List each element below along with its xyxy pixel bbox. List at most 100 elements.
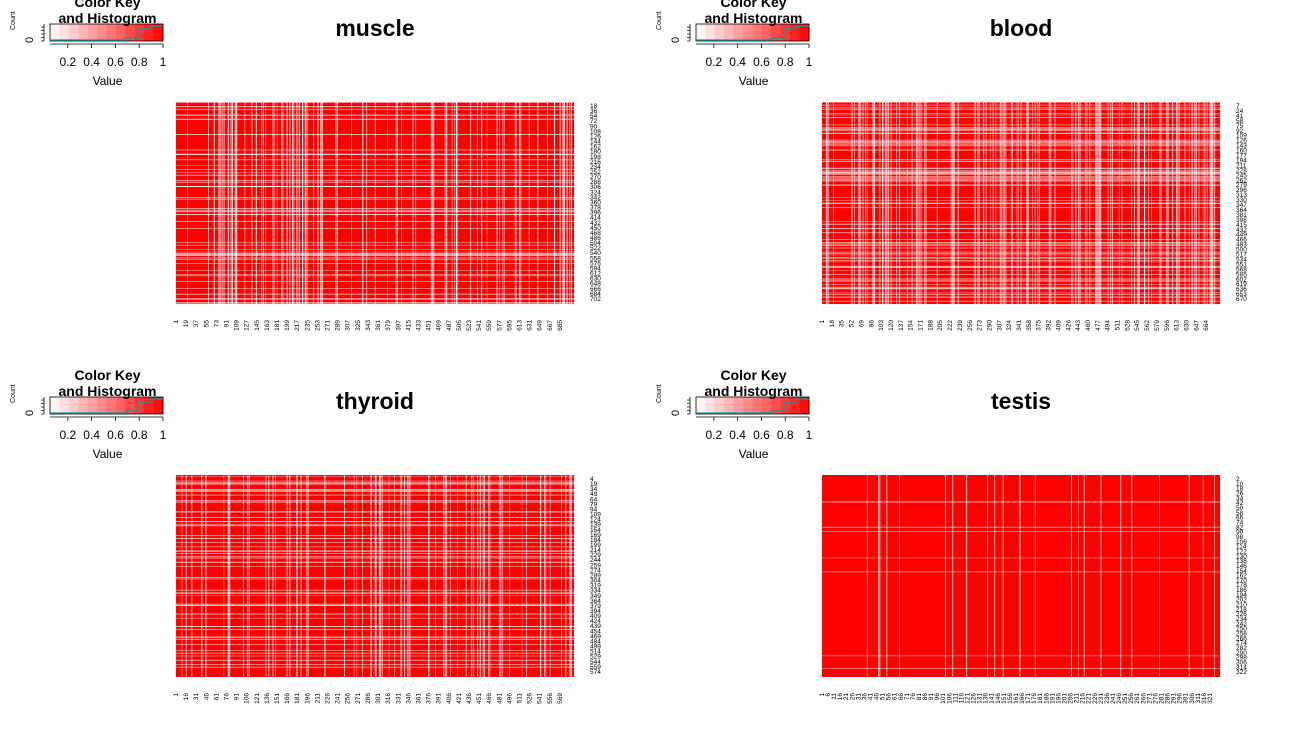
heatmap-title: muscle [335,15,415,41]
heatmap-row-gap [176,546,574,548]
column-label: 559 [486,320,493,331]
heatmap-row-gap [176,102,574,103]
column-label: 196 [304,693,311,704]
column-label: 286 [1165,693,1172,704]
heatmap-row-gap [822,274,1220,275]
heatmap-row-gap [176,578,574,580]
row-label: 298 [1236,655,1247,662]
heatmap-row-gap [176,258,574,260]
column-label: 222 [947,320,954,331]
row-label: 106 [1236,539,1247,546]
column-label: 271 [355,693,362,704]
row-label: 229 [590,552,601,559]
color-key-band [790,397,801,414]
heatmap-row-gap [176,288,574,289]
heatmap-row-gap [822,149,1220,151]
column-label: 136 [264,693,271,704]
heatmap-column-gap [502,475,503,677]
heatmap-row-gap [176,209,574,211]
color-key-band [115,24,126,41]
heatmap-row-gap [822,279,1220,281]
heatmap-row-gap [822,239,1220,240]
heatmap-row-gap [822,288,1220,290]
heatmap-row-gap [176,281,574,282]
row-label: 415 [1236,222,1247,229]
heatmap-row-gap [176,626,574,628]
column-label: 325 [355,320,362,331]
color-key-title-line2: and Histogram [704,383,803,399]
heatmap-column-gap [456,102,458,304]
row-label: 454 [590,628,601,635]
heatmap-svg: 7244158759210912614316017719421122824526… [687,23,1247,331]
column-label: 19 [183,320,190,328]
heatmap-row-gap [822,132,1220,134]
heatmap-column-gap [486,102,488,304]
color-key-ylabel: Count [10,11,17,30]
color-key-band [733,397,744,414]
heatmap-row-gap [176,557,574,559]
heatmap-column-gap [395,102,397,304]
column-label: 494 [1105,320,1112,331]
column-label: 321 [1207,693,1214,704]
row-label: 160 [1236,148,1247,155]
row-label: 242 [1236,621,1247,628]
column-label: 241 [335,693,342,704]
color-key-band [59,397,70,414]
column-label: 196 [1055,693,1062,704]
row-label: 143 [1236,143,1247,150]
row-label: 211 [1236,162,1247,169]
color-key-tick-label: 0.2 [59,428,77,442]
color-key-band [771,397,782,414]
row-label: 602 [1236,276,1247,283]
column-label: 361 [375,320,382,331]
heatmap-row-gap [176,566,574,567]
color-key-tick-label: 0.4 [83,428,100,442]
heatmap-row-gap [822,243,1220,245]
row-label: 202 [1236,597,1247,604]
row-label: 154 [1236,568,1247,575]
row-label: 468 [590,230,601,237]
heatmap-column-gap [306,102,308,304]
row-label: 424 [590,618,601,625]
heatmap-column-gap [565,475,567,677]
row-label: 66 [1236,515,1244,522]
row-label: 170 [1236,577,1247,584]
heatmap-row-gap [176,251,574,253]
heatmap-row-gap [176,605,574,607]
row-label: 630 [590,276,601,283]
column-label: 46 [203,693,210,701]
row-label: 469 [590,633,601,640]
heatmap-column-gap [400,475,401,677]
heatmap-row-gap [176,197,574,198]
column-label: 301 [1183,693,1190,704]
heatmap-column-gap [404,475,406,677]
column-label: 226 [325,693,332,704]
heatmap-row-gap [176,253,574,255]
heatmap-column-gap [488,475,489,677]
column-label: 341 [1016,320,1023,331]
column-label: 343 [365,320,372,331]
column-label: 41 [867,693,874,701]
heatmap-row-gap [176,169,574,170]
color-key-ylabel: Count [10,384,17,403]
column-label: 451 [476,693,483,704]
column-label: 181 [274,320,281,331]
heatmap-row-gap [822,200,1220,201]
color-key-title-line2: and Histogram [58,383,157,399]
row-label: 109 [590,512,601,519]
column-label: 481 [496,693,503,704]
row-label: 82 [1236,524,1244,531]
row-label: 58 [1236,118,1244,125]
heatmap-panel-thyroid: 4 19 34 49 64 79 94 109 124 139 154 169 184 199 214 229… [0,367,646,746]
row-label: 108 [590,128,601,135]
row-label: 483 [1236,242,1247,249]
color-key-band [799,24,810,41]
color-key-frame [695,396,810,415]
column-label: 256 [1128,693,1135,704]
heatmap-column-gap [471,475,472,677]
color-key-band [705,397,716,414]
color-key-band [733,24,744,41]
row-label: 684 [590,291,601,298]
heatmap-row-gap [176,592,574,594]
heatmap-row-gap [822,176,1220,177]
